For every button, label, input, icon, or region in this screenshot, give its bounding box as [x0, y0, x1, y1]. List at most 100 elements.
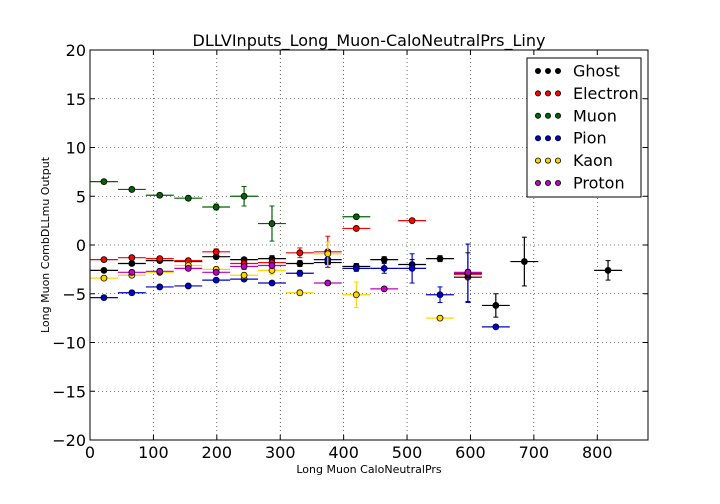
legend-marker — [535, 90, 542, 97]
data-point — [408, 217, 416, 225]
legend-item-kaon: Kaon — [535, 151, 613, 170]
series-muon — [90, 178, 371, 242]
legend-marker — [555, 135, 562, 142]
data-point — [240, 192, 248, 200]
y-tick-label: 5 — [76, 187, 86, 206]
y-tick-label: 20 — [66, 41, 86, 60]
legend-box — [526, 57, 642, 198]
data-point — [212, 203, 220, 211]
data-point — [296, 289, 304, 297]
data-point — [492, 323, 500, 331]
legend-marker — [545, 157, 552, 164]
x-tick-label: 800 — [582, 443, 613, 462]
data-point — [296, 260, 304, 267]
legend-marker — [535, 112, 542, 119]
data-point — [156, 191, 164, 199]
series-proton — [117, 262, 482, 293]
y-tick-label: −15 — [52, 382, 86, 401]
data-point — [268, 262, 276, 269]
legend-item-electron: Electron — [535, 84, 639, 103]
data-point — [128, 260, 136, 267]
legend-marker — [545, 68, 552, 75]
data-point — [380, 264, 388, 272]
data-point — [212, 276, 220, 284]
data-point — [324, 250, 332, 258]
chart-title: DLLVInputs_Long_Muon-CaloNeutralPrs_Liny — [193, 31, 546, 51]
data-point — [128, 254, 136, 262]
data-point — [352, 225, 360, 232]
x-tick-label: 300 — [265, 443, 296, 462]
data-point — [156, 255, 164, 263]
data-point — [352, 291, 360, 299]
data-point — [128, 186, 136, 193]
data-point — [128, 268, 136, 276]
data-point — [436, 255, 444, 263]
data-point — [296, 249, 304, 257]
x-tick-label: 100 — [138, 443, 169, 462]
data-point — [212, 268, 220, 276]
series-layer — [90, 178, 623, 331]
x-axis-label: Long Muon CaloNeutralPrs — [296, 463, 442, 476]
data-point — [156, 283, 164, 291]
legend-label: Proton — [573, 174, 625, 193]
data-point — [128, 289, 136, 297]
x-tick-label: 700 — [519, 443, 550, 462]
y-tick-label: 10 — [66, 139, 86, 158]
data-point — [296, 269, 304, 277]
legend-marker — [545, 90, 552, 97]
x-tick-label: 0 — [85, 443, 95, 462]
data-point — [100, 274, 108, 282]
data-point — [240, 271, 248, 279]
data-point — [100, 178, 108, 186]
x-tick-label: 600 — [455, 443, 486, 462]
legend-label: Pion — [573, 129, 607, 148]
data-point — [464, 268, 472, 276]
legend-item-proton: Proton — [535, 174, 625, 193]
legend-marker — [535, 135, 542, 142]
legend-item-pion: Pion — [535, 129, 607, 148]
data-point — [520, 258, 528, 265]
legend-marker — [555, 179, 562, 186]
data-point — [240, 263, 248, 270]
data-point — [352, 264, 360, 272]
data-point — [604, 266, 612, 274]
data-point — [184, 264, 192, 272]
data-point — [100, 256, 108, 264]
legend-marker — [545, 112, 552, 119]
legend-label: Electron — [573, 84, 639, 103]
data-point — [184, 282, 192, 290]
x-tick-label: 200 — [202, 443, 233, 462]
legend-marker — [535, 68, 542, 75]
y-axis-label: Long Muon CombDLLmu Output — [39, 156, 52, 333]
legend: Ghost Electron Muon Pion Kaon Proton — [526, 57, 642, 198]
data-point — [100, 294, 108, 302]
legend-marker — [535, 157, 542, 164]
legend-item-ghost: Ghost — [535, 62, 620, 81]
data-point — [268, 279, 276, 287]
data-point — [184, 194, 192, 202]
legend-item-muon: Muon — [535, 106, 617, 125]
y-tick-label: 0 — [76, 236, 86, 255]
data-point — [380, 285, 388, 293]
ticks: 0 100 200 300 400 500 600 700 800 −20 −15 −10 −5 0 5 10… — [52, 41, 648, 462]
legend-marker — [545, 135, 552, 142]
legend-label: Muon — [573, 106, 617, 125]
y-tick-label: 15 — [66, 90, 86, 109]
data-point — [352, 213, 360, 221]
data-point — [380, 256, 388, 264]
data-point — [436, 291, 444, 299]
legend-marker — [555, 90, 562, 97]
data-point — [492, 302, 500, 309]
y-tick-label: −10 — [52, 334, 86, 353]
data-point — [408, 264, 416, 272]
y-tick-label: −5 — [62, 285, 86, 304]
data-point — [156, 267, 164, 275]
x-tick-label: 500 — [392, 443, 423, 462]
data-point — [268, 220, 276, 227]
x-tick-label: 400 — [328, 443, 359, 462]
data-point — [212, 248, 220, 256]
y-tick-label: −20 — [52, 431, 86, 450]
legend-marker — [555, 68, 562, 75]
legend-marker — [535, 179, 542, 186]
